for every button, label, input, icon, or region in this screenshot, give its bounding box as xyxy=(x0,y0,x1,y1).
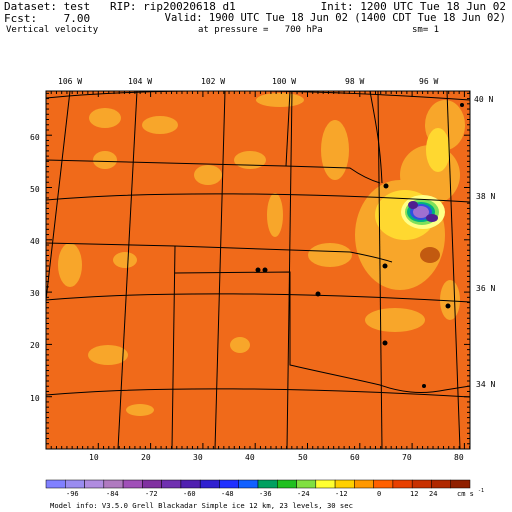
lon-label-104w: 104 W xyxy=(128,77,152,86)
lon-label-98w: 98 W xyxy=(345,77,364,86)
cb-label-9: 12 xyxy=(410,490,418,498)
colorbar-swatch xyxy=(45,479,66,489)
colorbar-swatch xyxy=(238,479,259,489)
cb-label-8: 0 xyxy=(377,490,381,498)
x-grid-label-70: 70 xyxy=(402,453,412,462)
smoothing-label: sm= 1 xyxy=(412,25,440,35)
colorbar-swatch xyxy=(315,479,336,489)
graticule xyxy=(46,91,470,449)
colorbar-swatch xyxy=(450,479,471,489)
cb-label-1: -84 xyxy=(106,490,119,498)
cb-label-6: -24 xyxy=(297,490,310,498)
lat-label-34n: 34 N xyxy=(476,380,495,389)
y-grid-label-30: 30 xyxy=(30,289,40,298)
colorbar-tick-labels: -96 -84 -72 -60 -48 -36 -24 -12 0 12 24 … xyxy=(66,488,484,498)
x-grid-label-30: 30 xyxy=(193,453,203,462)
colorbar-swatch xyxy=(373,479,394,489)
cb-units-exponent: -1 xyxy=(478,488,484,494)
colorbar-swatch xyxy=(411,479,432,489)
cb-label-2: -72 xyxy=(145,490,158,498)
cb-label-4: -48 xyxy=(221,490,234,498)
valid-time: Valid: 1900 UTC Tue 18 Jun 02 (1400 CDT … xyxy=(164,12,506,24)
colorbar-swatch xyxy=(161,479,182,489)
lon-label-102w: 102 W xyxy=(201,77,225,86)
vertical-velocity-field xyxy=(46,91,470,449)
colorbar-swatch xyxy=(65,479,85,489)
colorbar-swatch xyxy=(257,479,278,489)
colorbar-swatch xyxy=(296,479,317,489)
cb-label-7: -12 xyxy=(335,490,348,498)
lat-label-38n: 38 N xyxy=(476,192,495,201)
city-markers xyxy=(255,103,464,388)
colorbar-swatch xyxy=(392,479,413,489)
field-name: Vertical velocity xyxy=(6,25,99,35)
colorbar-swatch xyxy=(354,479,374,489)
plot-frame xyxy=(45,90,471,450)
colorbar-swatch xyxy=(122,479,143,489)
colorbar-swatch xyxy=(142,479,162,489)
cb-units: cm s xyxy=(457,490,474,498)
model-info: Model info: V3.5.0 Grell Blackadar Simpl… xyxy=(50,501,353,510)
colorbar-swatch xyxy=(334,479,355,489)
x-grid-label-50: 50 xyxy=(298,453,308,462)
x-grid-label-60: 60 xyxy=(350,453,360,462)
pressure-level: at pressure = 700 hPa xyxy=(198,25,323,35)
x-grid-label-10: 10 xyxy=(89,453,99,462)
y-grid-label-40: 40 xyxy=(30,237,40,246)
x-grid-label-20: 20 xyxy=(141,453,151,462)
lon-label-96w: 96 W xyxy=(419,77,438,86)
lat-label-40n: 40 N xyxy=(474,95,493,104)
dataset-line: Dataset: test RIP: rip20020618 d1 xyxy=(4,0,236,13)
y-grid-label-60: 60 xyxy=(30,133,40,142)
cb-label-5: -36 xyxy=(259,490,272,498)
init-time: Init: 1200 UTC Tue 18 Jun 02 xyxy=(320,0,506,13)
colorbar-swatch xyxy=(103,479,124,489)
colorbar-swatch xyxy=(180,479,201,489)
x-grid-label-40: 40 xyxy=(245,453,255,462)
cb-label-3: -60 xyxy=(183,490,196,498)
y-grid-label-50: 50 xyxy=(30,185,40,194)
colorbar-swatch xyxy=(277,479,297,489)
colorbar xyxy=(45,479,471,489)
state-borders xyxy=(46,91,470,449)
colorbar-swatch xyxy=(431,479,451,489)
cb-label-10: 24 xyxy=(429,490,437,498)
cb-label-0: -96 xyxy=(66,490,79,498)
lon-label-106w: 106 W xyxy=(58,77,82,86)
forecast-hour-line: Fcst: 7.00 xyxy=(4,12,91,25)
x-grid-label-80: 80 xyxy=(454,453,464,462)
colorbar-swatch xyxy=(219,479,239,489)
lat-label-36n: 36 N xyxy=(476,284,495,293)
colorbar-swatch xyxy=(84,479,105,489)
lon-label-100w: 100 W xyxy=(272,77,296,86)
y-grid-label-20: 20 xyxy=(30,341,40,350)
colorbar-swatch xyxy=(199,479,220,489)
y-grid-label-10: 10 xyxy=(30,394,40,403)
